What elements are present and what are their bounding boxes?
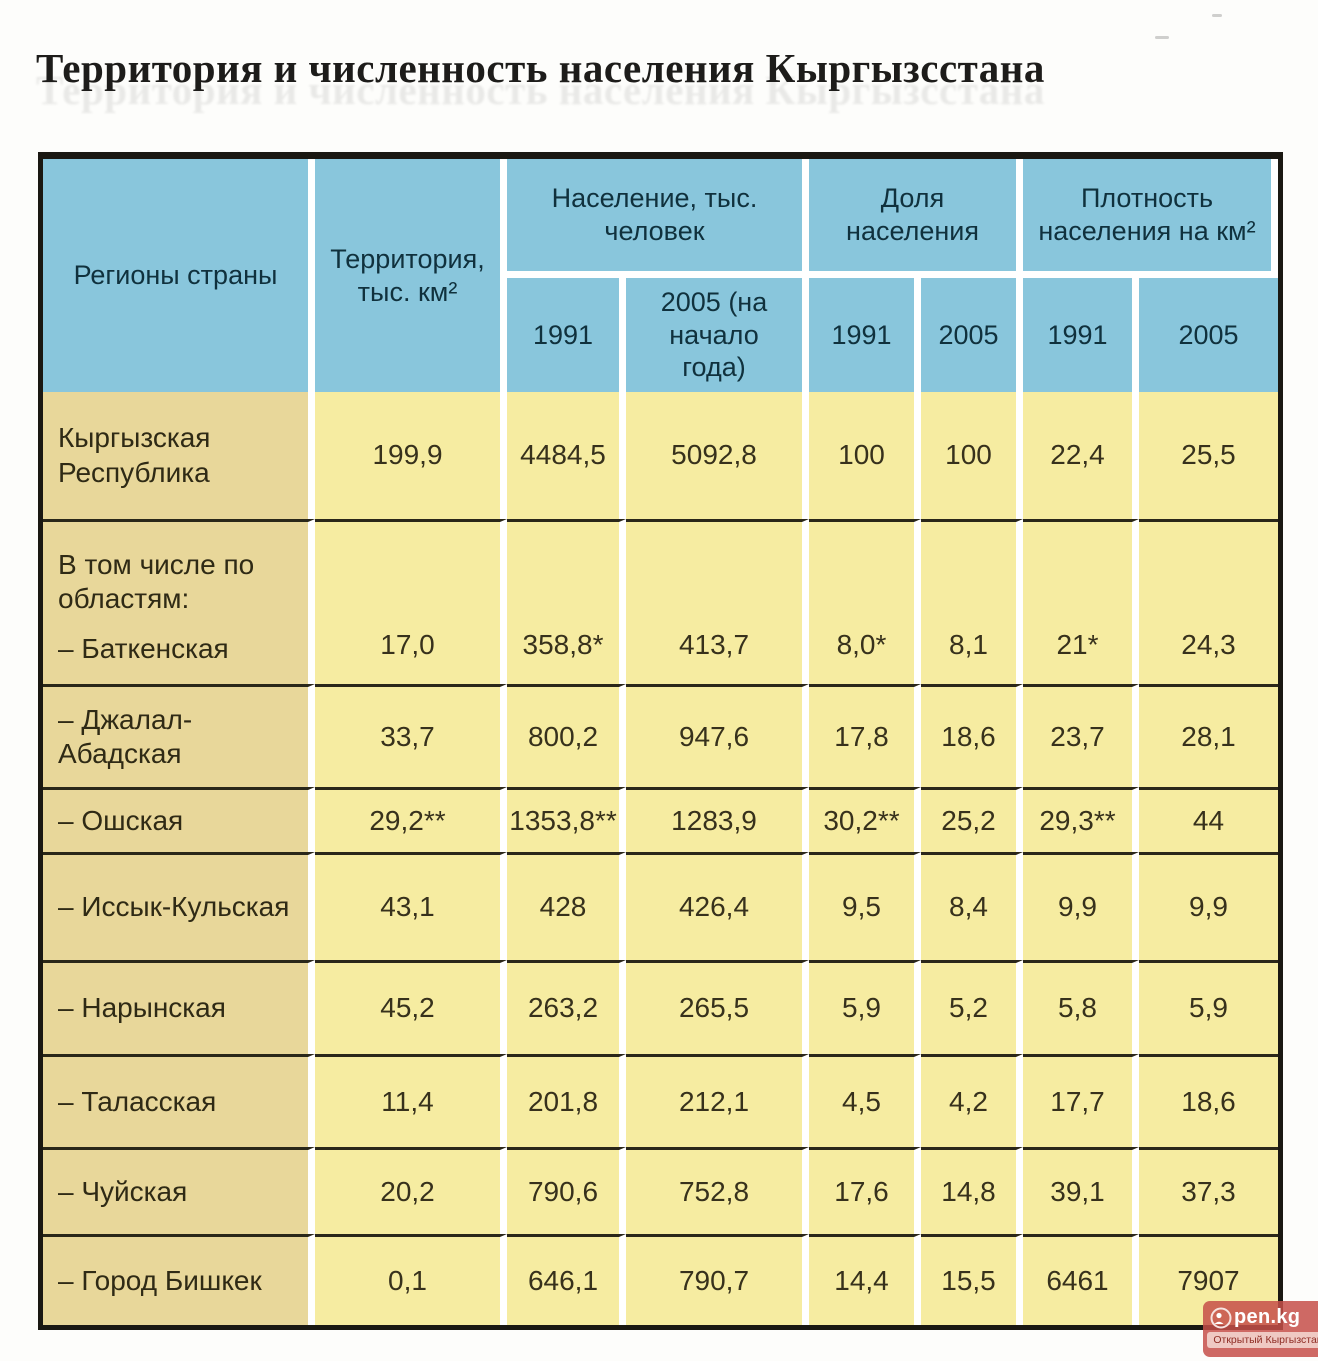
region-label: Кыргызская Республика [43, 392, 315, 519]
table-cell: 29,3** [1023, 787, 1139, 852]
table-cell: 100 [921, 392, 1023, 519]
table-cell: 265,5 [626, 960, 809, 1054]
table-cell: 790,7 [626, 1234, 809, 1325]
person-in-circle-icon [1210, 1307, 1232, 1328]
header-share-1991: 1991 [809, 271, 921, 392]
table-cell: 947,6 [626, 684, 809, 787]
table-cell: 17,8 [809, 684, 921, 787]
table-cell: 9,9 [1139, 852, 1278, 960]
table-cell: 44 [1139, 787, 1278, 852]
header-territory: Территория, тыс. км² [315, 159, 507, 392]
table-cell: 5092,8 [626, 392, 809, 519]
table-cell: 14,4 [809, 1234, 921, 1325]
table-cell: 426,4 [626, 852, 809, 960]
table-cell: 28,1 [1139, 684, 1278, 787]
table-cell: 6461 [1023, 1234, 1139, 1325]
table-cell: 15,5 [921, 1234, 1023, 1325]
table-cell: 4484,5 [507, 392, 626, 519]
region-label: – Чуйская [43, 1147, 315, 1234]
region-label-group: В том числе по областям: – Баткенская [43, 519, 315, 684]
table-cell: 4,2 [921, 1054, 1023, 1147]
region-name: – Баткенская [58, 633, 229, 665]
table-cell: 358,8* [507, 519, 626, 684]
region-label: – Иссык-Кульская [43, 852, 315, 960]
table-cell: 5,8 [1023, 960, 1139, 1054]
table-cell: 263,2 [507, 960, 626, 1054]
table-cell: 428 [507, 852, 626, 960]
table-cell: 20,2 [315, 1147, 507, 1234]
page-title: Территория и численность населения Кыргы… [36, 45, 1045, 91]
table-cell: 23,7 [1023, 684, 1139, 787]
table-cell: 646,1 [507, 1234, 626, 1325]
header-population-2005: 2005 (на начало года) [626, 271, 809, 392]
table-cell: 21* [1023, 519, 1139, 684]
table-cell: 24,3 [1139, 519, 1278, 684]
table-cell: 29,2** [315, 787, 507, 852]
table-cell: 5,9 [1139, 960, 1278, 1054]
header-density-1991: 1991 [1023, 271, 1139, 392]
table-cell: 4,5 [809, 1054, 921, 1147]
table-cell: 22,4 [1023, 392, 1139, 519]
table-cell: 413,7 [626, 519, 809, 684]
table-cell: 201,8 [507, 1054, 626, 1147]
table-cell: 18,6 [921, 684, 1023, 787]
table-cell: 17,7 [1023, 1054, 1139, 1147]
region-label: – Ошская [43, 787, 315, 852]
region-label: – Джалал-Абадская [43, 684, 315, 787]
table-cell: 5,9 [809, 960, 921, 1054]
table-cell: 8,0* [809, 519, 921, 684]
table-cell: 1353,8** [507, 787, 626, 852]
table-cell: 8,1 [921, 519, 1023, 684]
table-cell: 9,9 [1023, 852, 1139, 960]
header-regions: Регионы страны [43, 159, 315, 392]
table-cell: 5,2 [921, 960, 1023, 1054]
table-cell: 45,2 [315, 960, 507, 1054]
watermark-subtitle: Открытый Кыргызстан [1207, 1332, 1318, 1348]
table-cell: 17,6 [809, 1147, 921, 1234]
watermark-badge: pen.kg Открытый Кыргызстан [1203, 1301, 1318, 1357]
table-cell: 37,3 [1139, 1147, 1278, 1234]
table-cell: 212,1 [626, 1054, 809, 1147]
table-cell: 18,6 [1139, 1054, 1278, 1147]
table-cell: 790,6 [507, 1147, 626, 1234]
table-cell: 17,0 [315, 519, 507, 684]
header-density-group: Плотность населения на км² [1023, 159, 1278, 271]
watermark-logo-text: pen.kg [1234, 1306, 1301, 1328]
table-cell: 1283,9 [626, 787, 809, 852]
region-label: – Нарынская [43, 960, 315, 1054]
table-cell: 100 [809, 392, 921, 519]
header-population-group: Население, тыс. человек [507, 159, 809, 271]
header-density-2005: 2005 [1139, 271, 1278, 392]
table-cell: 8,4 [921, 852, 1023, 960]
table-cell: 800,2 [507, 684, 626, 787]
table-cell: 25,2 [921, 787, 1023, 852]
table-cell: 9,5 [809, 852, 921, 960]
table-cell: 752,8 [626, 1147, 809, 1234]
table-cell: 43,1 [315, 852, 507, 960]
table-cell: 25,5 [1139, 392, 1278, 519]
table-cell: 39,1 [1023, 1147, 1139, 1234]
region-label: – Город Бишкек [43, 1234, 315, 1325]
table-cell: 14,8 [921, 1147, 1023, 1234]
header-share-group: Доля населения [809, 159, 1023, 271]
table-cell: 199,9 [315, 392, 507, 519]
population-table: Регионы страны Территория, тыс. км² Насе… [38, 152, 1283, 1330]
table-cell: 33,7 [315, 684, 507, 787]
scan-artifact [1212, 14, 1222, 17]
region-label: – Таласская [43, 1054, 315, 1147]
watermark-logo-row: pen.kg [1203, 1301, 1318, 1330]
table-cell: 0,1 [315, 1234, 507, 1325]
table-cell: 30,2** [809, 787, 921, 852]
header-population-1991: 1991 [507, 271, 626, 392]
header-share-2005: 2005 [921, 271, 1023, 392]
group-label: В том числе по областям: [58, 549, 255, 615]
table-cell: 11,4 [315, 1054, 507, 1147]
scan-artifact [1155, 36, 1169, 39]
